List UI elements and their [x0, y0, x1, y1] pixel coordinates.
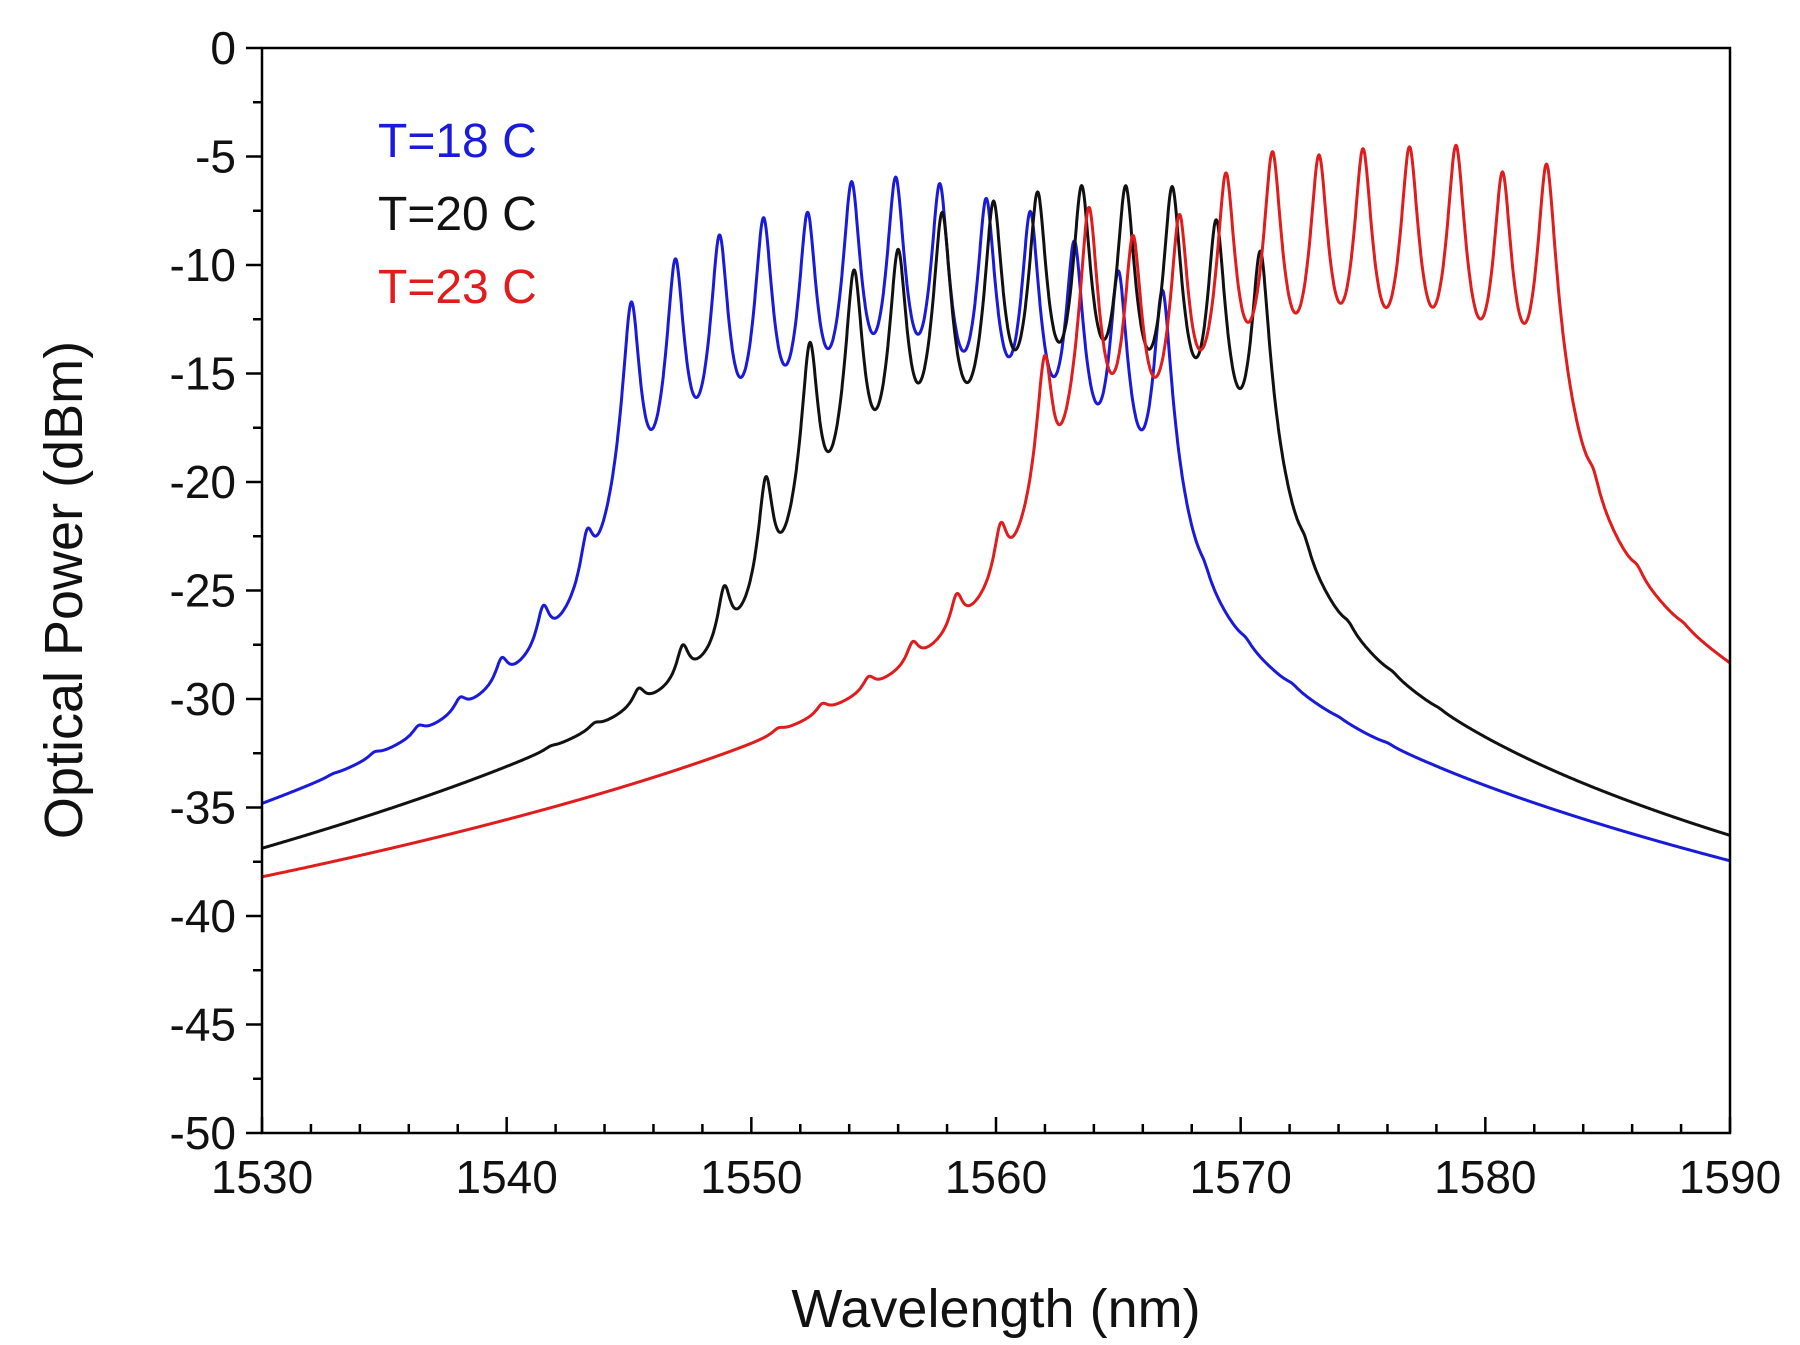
series-line-3 [262, 143, 1730, 879]
x-tick-label: 1570 [1189, 1151, 1291, 1203]
series-layer [262, 143, 1730, 879]
x-tick-label: 1540 [455, 1151, 557, 1203]
y-tick-label: -15 [170, 348, 236, 400]
x-tick-label: 1580 [1434, 1151, 1536, 1203]
y-tick-label: -45 [170, 999, 236, 1051]
x-tick-label: 1530 [211, 1151, 313, 1203]
y-tick-label: -35 [170, 782, 236, 834]
series-line-2 [262, 184, 1730, 850]
x-tick-label: 1590 [1679, 1151, 1781, 1203]
tick-labels: 1530 1540 1550 1560 1570 1580 1590 0 -5 -10 -15 -20… [170, 22, 1782, 1203]
legend-entry-2: T=20 C [378, 188, 537, 241]
y-tick-label: -10 [170, 239, 236, 291]
y-tick-label: -40 [170, 890, 236, 942]
legend: T=18 C T=20 C T=23 C [378, 115, 537, 314]
y-tick-label: -20 [170, 456, 236, 508]
x-tick-label: 1560 [945, 1151, 1047, 1203]
legend-entry-1: T=18 C [378, 115, 537, 168]
legend-entry-3: T=23 C [378, 261, 537, 314]
y-tick-label: -5 [195, 131, 236, 183]
ticks-layer [246, 46, 1732, 1135]
x-axis-label: Wavelength (nm) [791, 1279, 1200, 1339]
y-tick-label: -30 [170, 673, 236, 725]
y-tick-label: -25 [170, 565, 236, 617]
y-axis-label: Optical Power (dBm) [34, 341, 94, 839]
series-line-1 [262, 175, 1730, 863]
y-tick-label: -50 [170, 1107, 236, 1159]
x-tick-label: 1550 [700, 1151, 802, 1203]
y-tick-label: 0 [210, 22, 236, 74]
